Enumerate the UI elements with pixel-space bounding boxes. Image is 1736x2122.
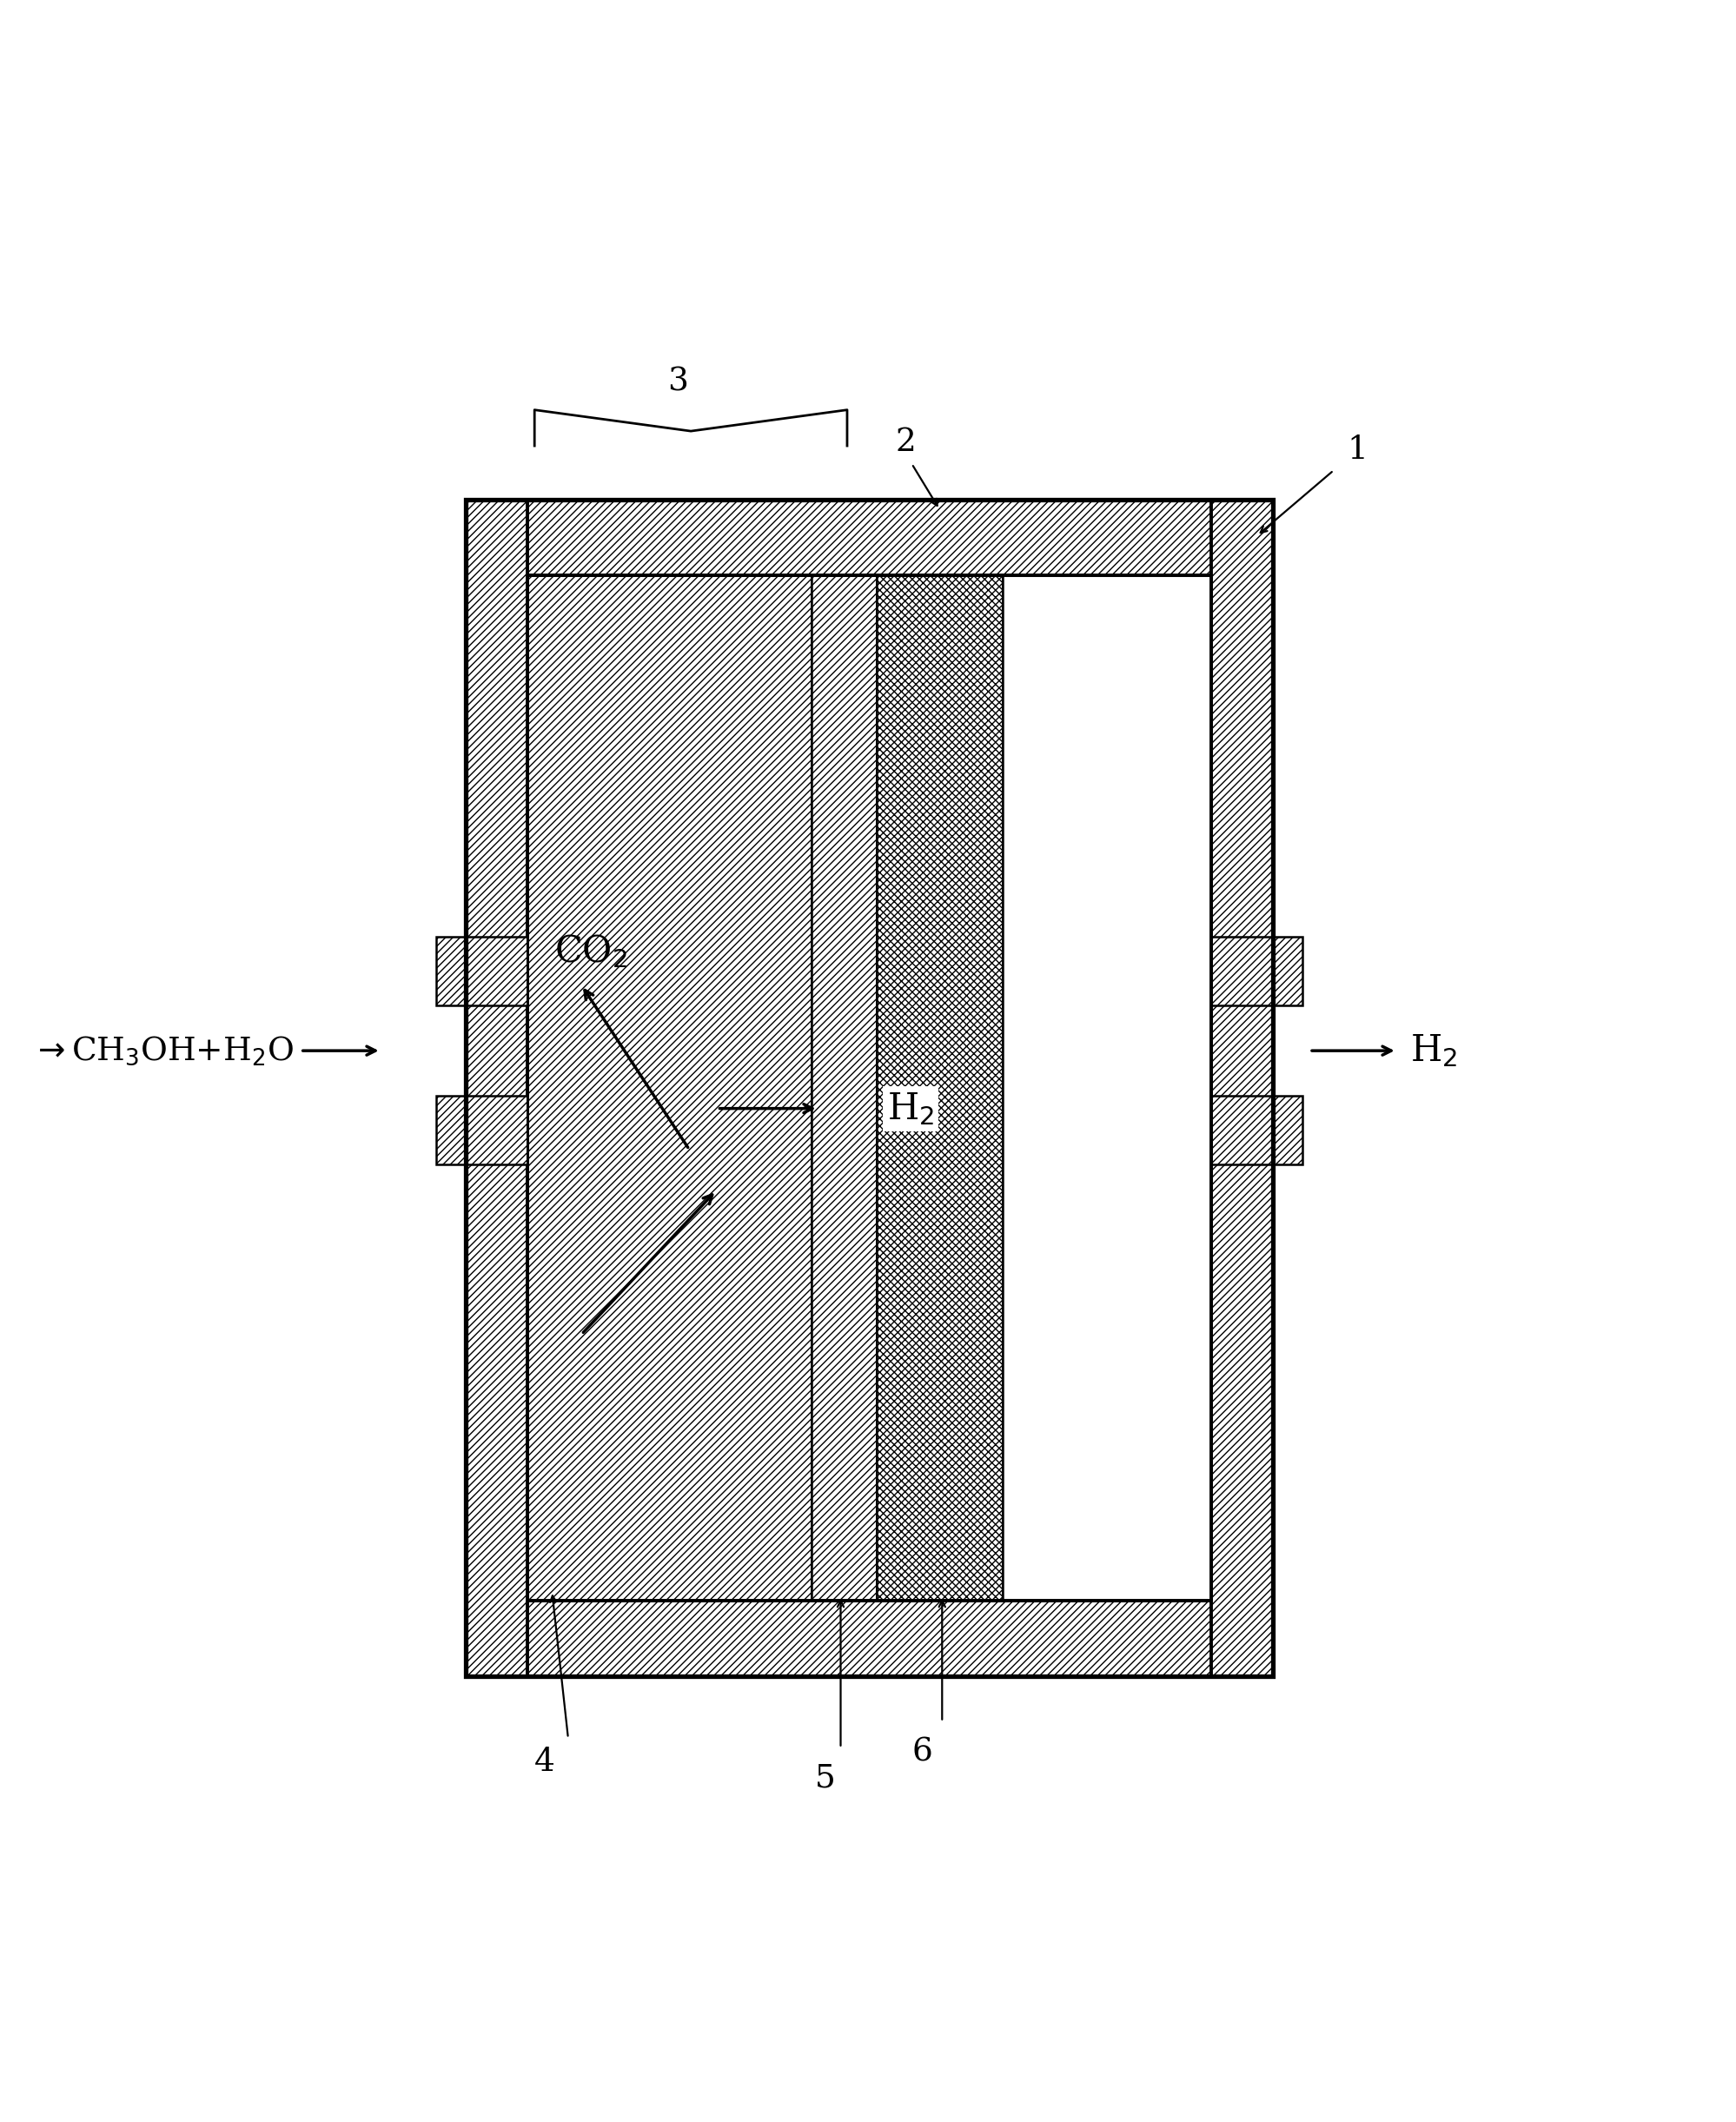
- Bar: [436, 938, 528, 1006]
- Text: 3: 3: [667, 365, 687, 397]
- Bar: [1212, 1095, 1302, 1165]
- Bar: [1212, 499, 1272, 1676]
- Text: $\rightarrow$CH$_3$OH+H$_2$O: $\rightarrow$CH$_3$OH+H$_2$O: [31, 1033, 293, 1067]
- Bar: [465, 499, 1272, 1676]
- Text: H$_2$: H$_2$: [1410, 1033, 1458, 1069]
- Bar: [528, 575, 1212, 1600]
- Bar: [465, 499, 528, 1676]
- Text: 1: 1: [1347, 435, 1368, 467]
- Bar: [465, 1600, 1272, 1676]
- Bar: [465, 501, 1272, 575]
- Bar: [528, 575, 811, 1600]
- Text: 5: 5: [814, 1763, 835, 1795]
- Text: CO$_2$: CO$_2$: [556, 934, 628, 970]
- Bar: [1003, 575, 1212, 1600]
- Text: 4: 4: [535, 1746, 556, 1778]
- Bar: [436, 1095, 528, 1165]
- Bar: [877, 575, 1003, 1600]
- Text: H$_2$: H$_2$: [887, 1091, 934, 1127]
- Bar: [811, 575, 877, 1600]
- Text: 2: 2: [896, 427, 917, 458]
- Text: 6: 6: [911, 1736, 932, 1768]
- Bar: [1212, 938, 1302, 1006]
